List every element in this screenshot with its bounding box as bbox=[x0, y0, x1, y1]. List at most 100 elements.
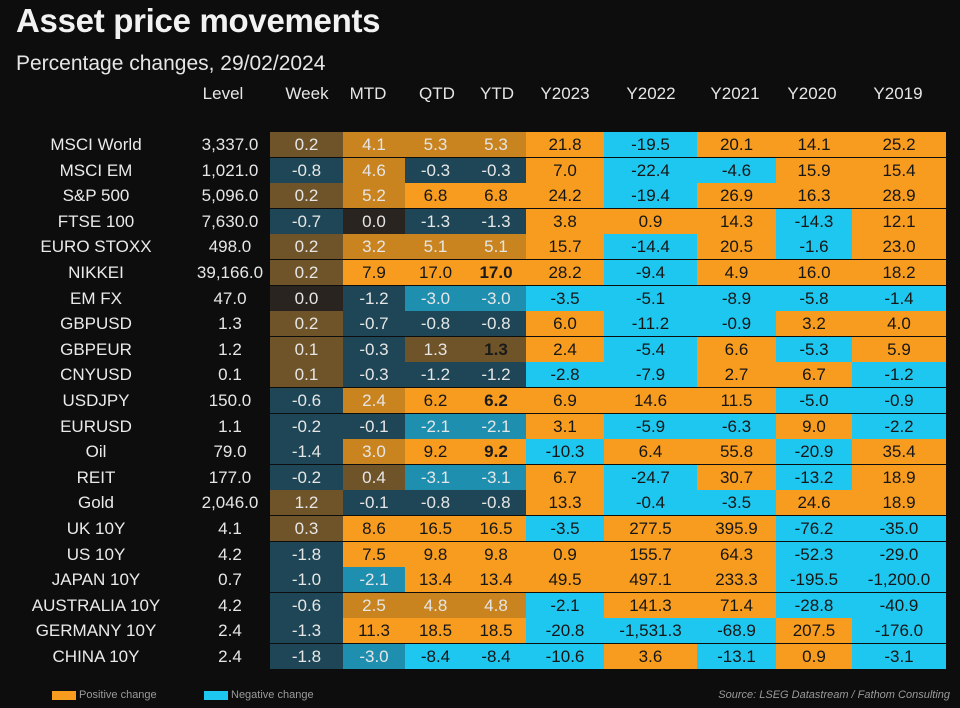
change-cell: 0.9 bbox=[776, 644, 852, 669]
change-cell: 4.1 bbox=[343, 132, 405, 157]
change-cell: 1.2 bbox=[270, 490, 343, 516]
change-cell: -5.0 bbox=[776, 388, 852, 413]
column-header-y2020: Y2020 bbox=[787, 84, 837, 103]
change-cell: 0.3 bbox=[270, 516, 343, 541]
change-cell: -0.3 bbox=[405, 157, 466, 183]
change-cell: -14.4 bbox=[604, 234, 697, 260]
change-cell: -14.3 bbox=[776, 208, 852, 234]
change-cell: 21.8 bbox=[526, 132, 604, 157]
change-cell: 7.5 bbox=[343, 541, 405, 567]
change-cell: 1.3 bbox=[466, 336, 526, 362]
change-cell: 6.9 bbox=[526, 388, 604, 413]
chart-subtitle: Percentage changes, 29/02/2024 bbox=[16, 52, 326, 75]
change-cell: 0.1 bbox=[270, 336, 343, 362]
level-cell: 1,021.0 bbox=[201, 160, 259, 180]
level-cell: 0.7 bbox=[218, 570, 242, 590]
change-cell: 6.8 bbox=[466, 183, 526, 209]
change-cell: 16.5 bbox=[405, 516, 466, 541]
change-cell: -5.9 bbox=[604, 413, 697, 439]
change-cell: -0.1 bbox=[343, 490, 405, 516]
change-cell: 0.9 bbox=[604, 208, 697, 234]
change-cell: -195.5 bbox=[776, 567, 852, 593]
change-cell: 8.6 bbox=[343, 516, 405, 541]
change-cell: 26.9 bbox=[697, 183, 776, 209]
change-cell: 20.1 bbox=[697, 132, 776, 157]
change-cell: 6.7 bbox=[776, 362, 852, 388]
change-cell: -28.8 bbox=[776, 592, 852, 618]
level-cell: 2,046.0 bbox=[201, 493, 259, 513]
change-cell: 14.1 bbox=[776, 132, 852, 157]
row-label: GBPUSD bbox=[60, 314, 132, 334]
change-cell: 5.1 bbox=[466, 234, 526, 260]
change-cell: -19.5 bbox=[604, 132, 697, 157]
change-cell: -3.1 bbox=[466, 464, 526, 490]
change-cell: -4.6 bbox=[697, 157, 776, 183]
positive-swatch bbox=[52, 690, 76, 700]
change-cell: 5.2 bbox=[343, 183, 405, 209]
change-cell: 11.3 bbox=[343, 618, 405, 644]
change-cell: -40.9 bbox=[852, 592, 946, 618]
change-cell: 20.5 bbox=[697, 234, 776, 260]
change-cell: 24.6 bbox=[776, 490, 852, 516]
change-cell: 28.2 bbox=[526, 260, 604, 285]
change-cell: -8.4 bbox=[405, 644, 466, 669]
change-cell: -0.6 bbox=[270, 388, 343, 413]
change-cell: -3.1 bbox=[852, 644, 946, 669]
change-cell: -20.8 bbox=[526, 618, 604, 644]
change-cell: -1.0 bbox=[270, 567, 343, 593]
change-cell: 4.8 bbox=[466, 592, 526, 618]
change-cell: -1,531.3 bbox=[604, 618, 697, 644]
change-cell: -1.2 bbox=[852, 362, 946, 388]
change-cell: 155.7 bbox=[604, 541, 697, 567]
change-cell: -1.6 bbox=[776, 234, 852, 260]
level-cell: 1.1 bbox=[218, 416, 242, 436]
change-cell: 0.2 bbox=[270, 260, 343, 285]
column-header-y2019: Y2019 bbox=[873, 84, 923, 103]
change-cell: -24.7 bbox=[604, 464, 697, 490]
change-cell: 6.4 bbox=[604, 439, 697, 465]
change-cell: 13.4 bbox=[405, 567, 466, 593]
level-cell: 7,630.0 bbox=[201, 211, 259, 231]
change-cell: 14.3 bbox=[697, 208, 776, 234]
level-cell: 177.0 bbox=[208, 467, 252, 487]
change-cell: -13.1 bbox=[697, 644, 776, 669]
change-cell: 4.0 bbox=[852, 311, 946, 337]
row-label: EURO STOXX bbox=[40, 237, 152, 257]
change-cell: -0.9 bbox=[852, 388, 946, 413]
change-cell: -20.9 bbox=[776, 439, 852, 465]
change-cell: 3.2 bbox=[776, 311, 852, 337]
change-cell: 15.7 bbox=[526, 234, 604, 260]
change-cell: -52.3 bbox=[776, 541, 852, 567]
change-cell: 1.3 bbox=[405, 336, 466, 362]
change-cell: -2.1 bbox=[526, 592, 604, 618]
row-label: CNYUSD bbox=[60, 365, 132, 385]
change-cell: 4.8 bbox=[405, 592, 466, 618]
row-label: MSCI EM bbox=[59, 160, 133, 180]
level-cell: 47.0 bbox=[213, 288, 247, 308]
row-label: Oil bbox=[85, 442, 107, 462]
change-cell: -3.5 bbox=[526, 285, 604, 311]
row-label: S&P 500 bbox=[62, 186, 130, 206]
change-cell: -1.3 bbox=[270, 618, 343, 644]
change-cell: 141.3 bbox=[604, 592, 697, 618]
negative-swatch bbox=[204, 690, 228, 700]
change-cell: 16.0 bbox=[776, 260, 852, 285]
change-cell: 0.1 bbox=[270, 362, 343, 388]
change-cell: 30.7 bbox=[697, 464, 776, 490]
change-cell: -0.2 bbox=[270, 464, 343, 490]
change-cell: 6.0 bbox=[526, 311, 604, 337]
change-cell: 0.2 bbox=[270, 132, 343, 157]
change-cell: -2.1 bbox=[405, 413, 466, 439]
column-header-qtd: QTD bbox=[419, 84, 455, 103]
change-cell: 16.3 bbox=[776, 183, 852, 209]
level-cell: 2.4 bbox=[218, 621, 242, 641]
column-header-y2021: Y2021 bbox=[710, 84, 760, 103]
level-cell: 4.2 bbox=[218, 544, 242, 564]
change-cell: 3.0 bbox=[343, 439, 405, 465]
legend-negative: Negative change bbox=[204, 688, 314, 702]
row-label: FTSE 100 bbox=[57, 211, 135, 231]
change-cell: 0.9 bbox=[526, 541, 604, 567]
column-header-mtd: MTD bbox=[349, 84, 387, 103]
change-cell: 18.5 bbox=[405, 618, 466, 644]
change-cell: 7.0 bbox=[526, 157, 604, 183]
